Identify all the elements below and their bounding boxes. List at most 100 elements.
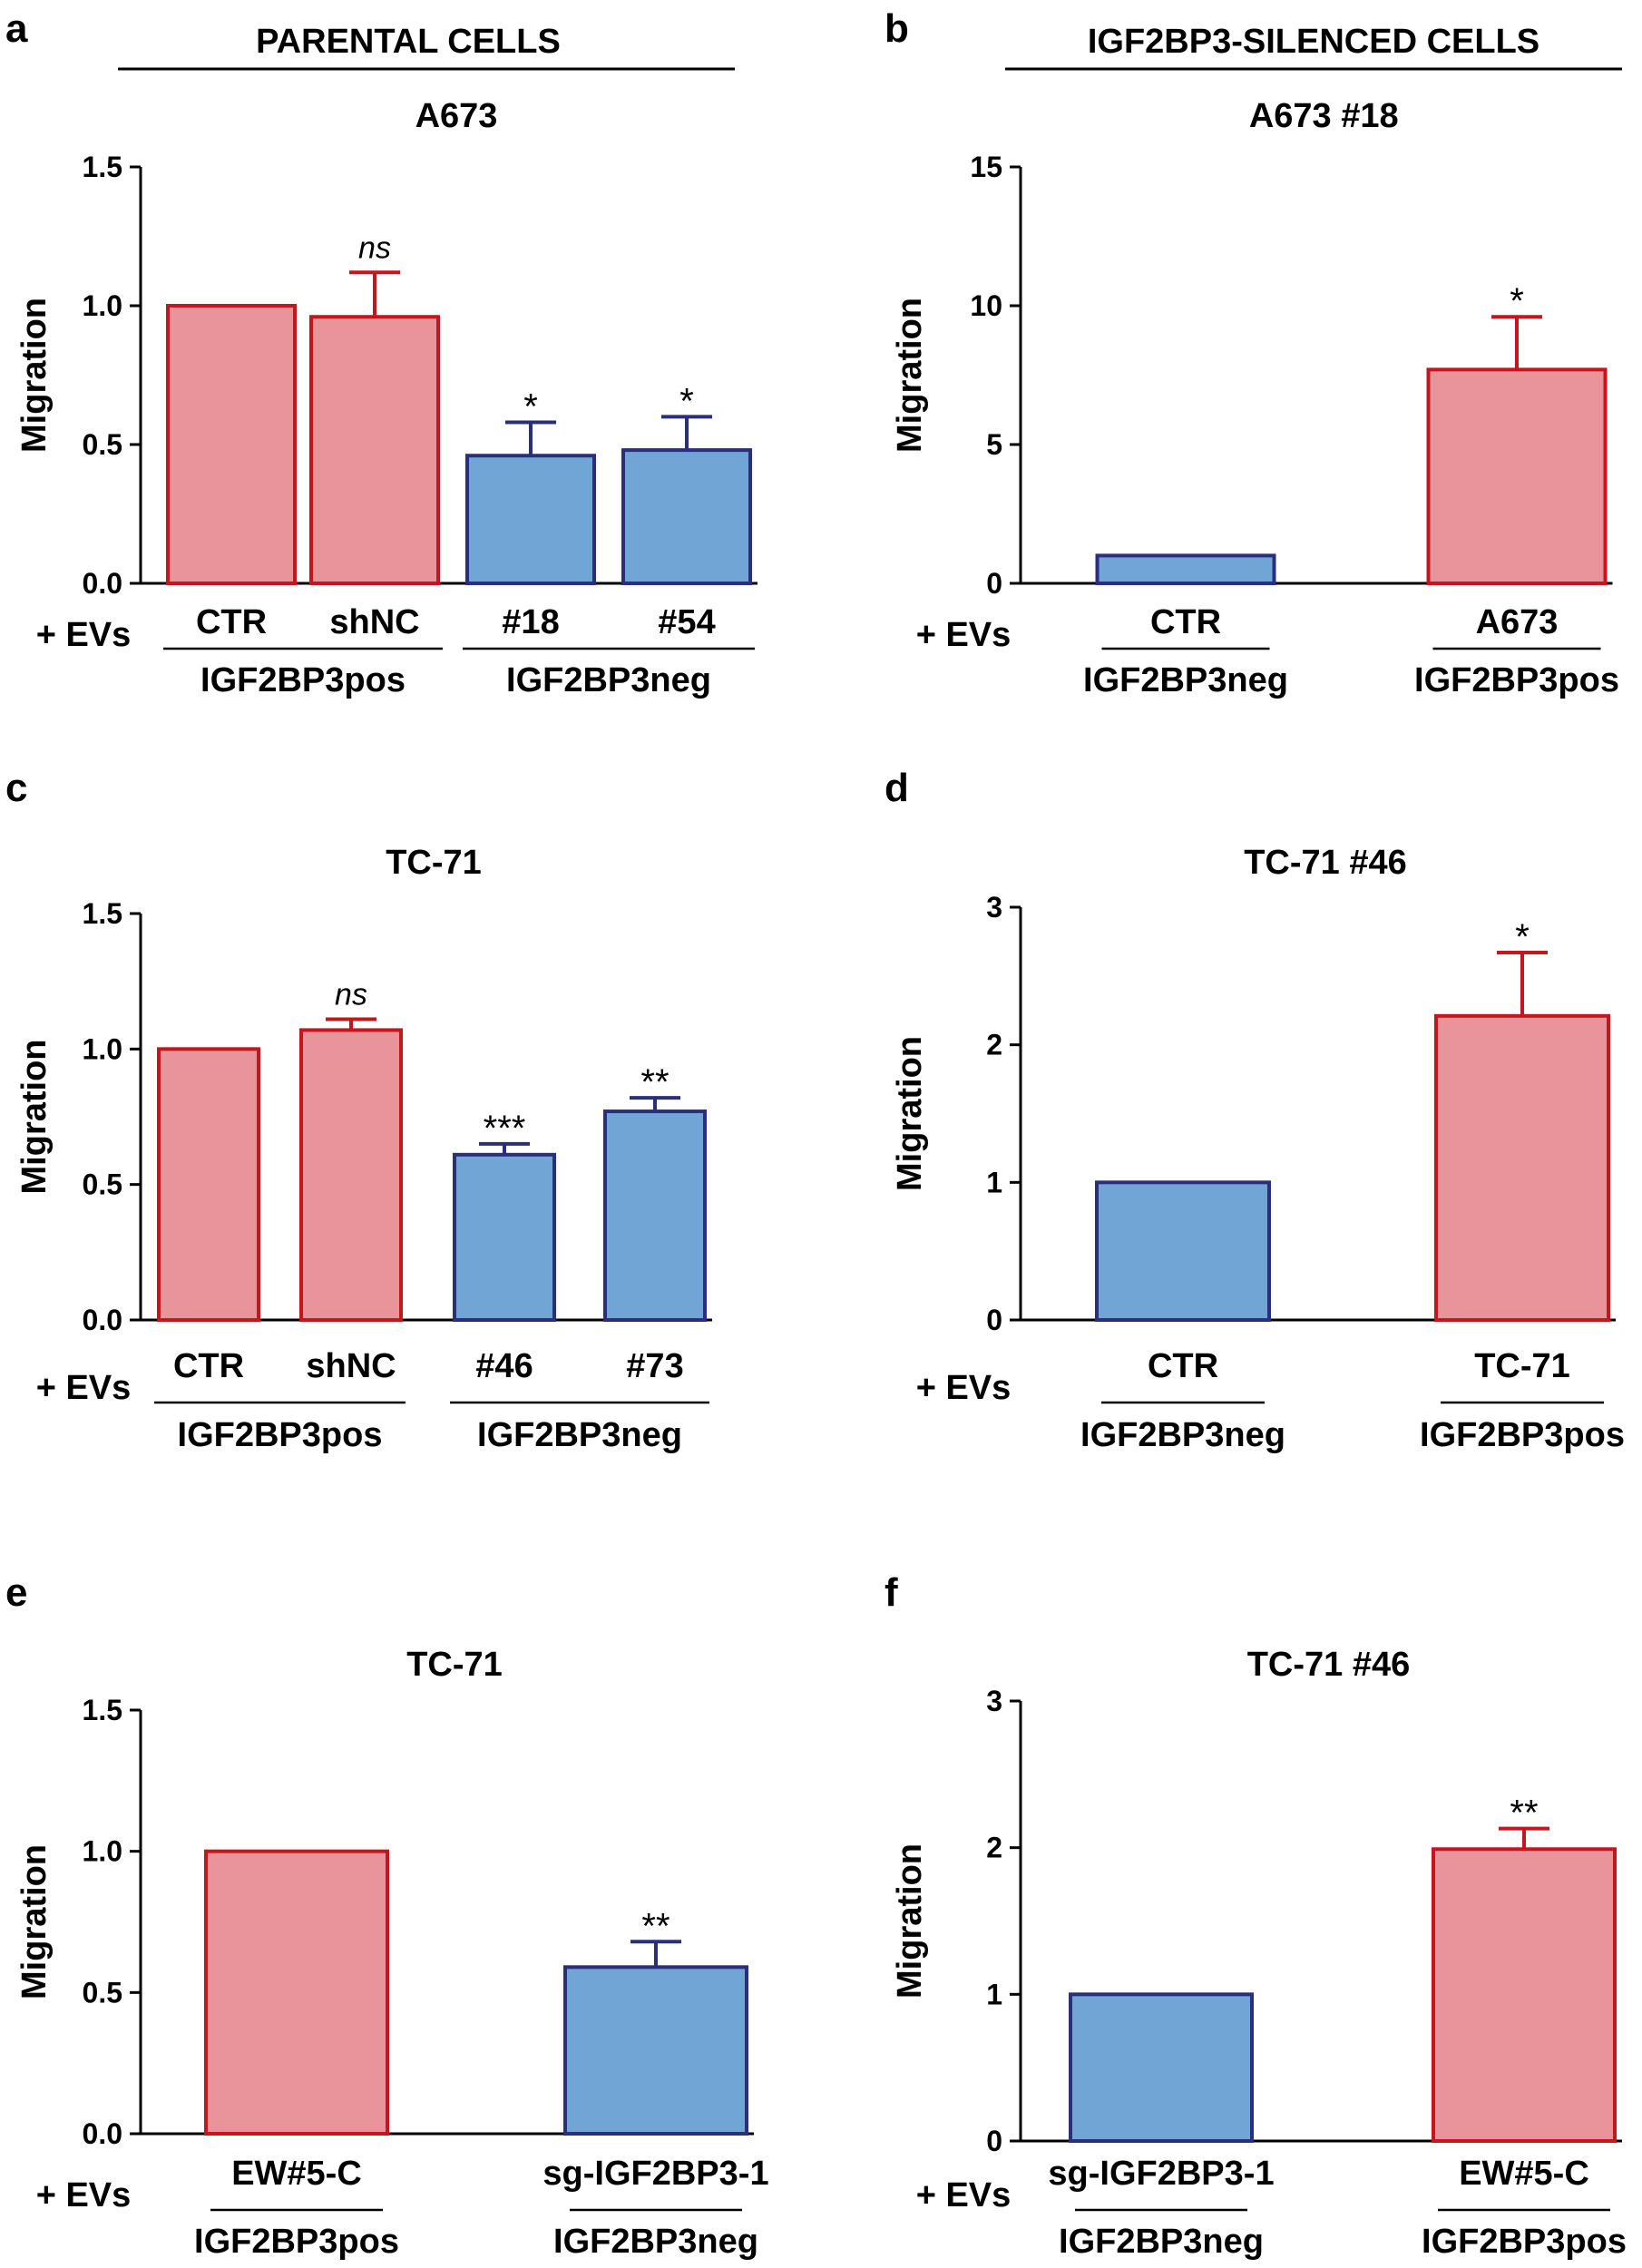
y-tick-label: 1.5 [83,1694,122,1726]
y-tick-label: 1.0 [83,1835,122,1868]
chart-title: TC-71 [386,844,482,882]
ev-label: + EVs [916,2176,1012,2214]
y-tick-label: 0.0 [83,567,122,600]
y-axis-label: Migration [891,298,929,453]
y-tick-label: 1 [986,1978,1002,2010]
bar [621,448,752,585]
chart-title: TC-71 [406,1646,503,1684]
category-label: CTR [196,603,267,641]
y-axis-label: Migration [891,1843,929,1999]
y-tick-label: 10 [970,289,1002,322]
chart-panel-b: A673 #18 Migration 0 5 10 15 CTR * A673 + EVs IGF2… [891,97,1619,699]
panel-letter-b: b [885,6,909,51]
significance-label: ** [641,1906,670,1946]
group-label: IGF2BP3pos [194,2223,399,2261]
y-tick-label: 3 [986,1685,1002,1717]
ev-label: + EVs [36,616,132,654]
chart-title: TC-71 #46 [1244,844,1407,882]
panel-letter-d: d [885,766,909,810]
group-label: IGF2BP3pos [178,1416,383,1454]
chart-panel-c: TC-71 Migration 0.0 0.5 1.0 1.5 CTR ns shNC *** #4… [15,844,712,1454]
category-label: #46 [475,1347,533,1385]
group-label: IGF2BP3neg [506,661,711,699]
bar [204,1849,389,2136]
group-label: IGF2BP3neg [1059,2223,1264,2261]
category-label: CTR [1150,603,1221,641]
chart-panel-a: A673 Migration 0.0 0.5 1.0 1.5 CTR ns shNC * #18 * #… [15,97,757,699]
group-label: IGF2BP3neg [1080,1416,1285,1454]
bar [166,304,297,585]
category-label: CTR [173,1347,244,1385]
significance-label: * [523,387,538,427]
y-tick-label: 0.5 [83,1976,122,2009]
group-label: IGF2BP3pos [1414,661,1619,699]
category-label: shNC [306,1347,396,1385]
category-label: #54 [658,603,715,641]
category-label: A673 [1476,603,1559,641]
y-tick-label: 1.0 [83,1032,122,1065]
y-tick-label: 2 [986,1832,1002,1864]
bar [309,315,440,585]
group-label: IGF2BP3neg [1083,661,1288,699]
significance-label: * [679,381,694,421]
category-label: EW#5-C [231,2155,362,2193]
panel-letter-c: c [5,766,27,810]
bar [1434,1013,1610,1322]
panel-letter-a: a [5,6,28,51]
chart-panel-d: TC-71 #46 Migration 0 1 2 3 CTR * TC-71 + EVs IGF2… [891,844,1625,1454]
y-tick-label: 1.5 [83,151,122,183]
category-label: sg-IGF2BP3-1 [1048,2155,1274,2193]
ev-label: + EVs [916,616,1012,654]
bar [603,1110,707,1322]
y-tick-label: 2 [986,1029,1002,1061]
chart-title: A673 #18 [1249,97,1399,135]
y-tick-label: 0 [986,2125,1002,2157]
category-label: sg-IGF2BP3-1 [542,2155,768,2193]
y-tick-label: 5 [986,428,1002,461]
y-axis-label: Migration [15,1844,54,1999]
bar [1069,1992,1254,2143]
y-tick-label: 1.5 [83,897,122,930]
bar [1432,1847,1617,2143]
y-tick-label: 3 [986,891,1002,924]
significance-label: ns [335,977,367,1012]
ev-label: + EVs [916,1369,1012,1407]
bar [465,454,596,585]
significance-label: ns [358,230,391,265]
bar [157,1047,260,1323]
panel-letter-e: e [5,1570,27,1615]
significance-label: * [1515,917,1530,957]
bar [1095,553,1276,586]
group-label: IGF2BP3neg [553,2223,758,2261]
group-label: IGF2BP3neg [477,1416,682,1454]
significance-label: * [1510,281,1524,321]
bar [1095,1180,1271,1323]
category-label: TC-71 [1474,1347,1570,1385]
y-tick-label: 1 [986,1166,1002,1198]
bar [1426,367,1608,585]
y-tick-label: 0.0 [83,2117,122,2150]
chart-title: A673 [415,97,498,135]
bar [453,1152,556,1323]
category-label: #18 [502,603,559,641]
significance-label: *** [484,1109,526,1149]
y-tick-label: 0.5 [83,428,122,461]
ev-label: + EVs [36,1369,132,1407]
y-tick-label: 15 [970,151,1002,183]
category-label: #73 [626,1347,683,1385]
y-tick-label: 0.0 [83,1304,122,1336]
header-silenced-cells: IGF2BP3-SILENCED CELLS [1088,23,1539,61]
chart-title: TC-71 #46 [1247,1646,1411,1684]
panel-letter-f: f [885,1570,898,1615]
y-axis-label: Migration [15,298,54,453]
chart-panel-f: TC-71 #46 Migration 0 1 2 3 sg-IGF2BP3-1 ** EW#5… [891,1646,1627,2261]
group-label: IGF2BP3pos [1420,1416,1625,1454]
y-axis-label: Migration [891,1036,929,1191]
category-label: EW#5-C [1459,2155,1589,2193]
category-label: CTR [1148,1347,1218,1385]
y-tick-label: 0 [986,1304,1002,1336]
ev-label: + EVs [36,2176,132,2214]
header-parental-cells: PARENTAL CELLS [256,23,561,61]
y-tick-label: 1.0 [83,289,122,322]
